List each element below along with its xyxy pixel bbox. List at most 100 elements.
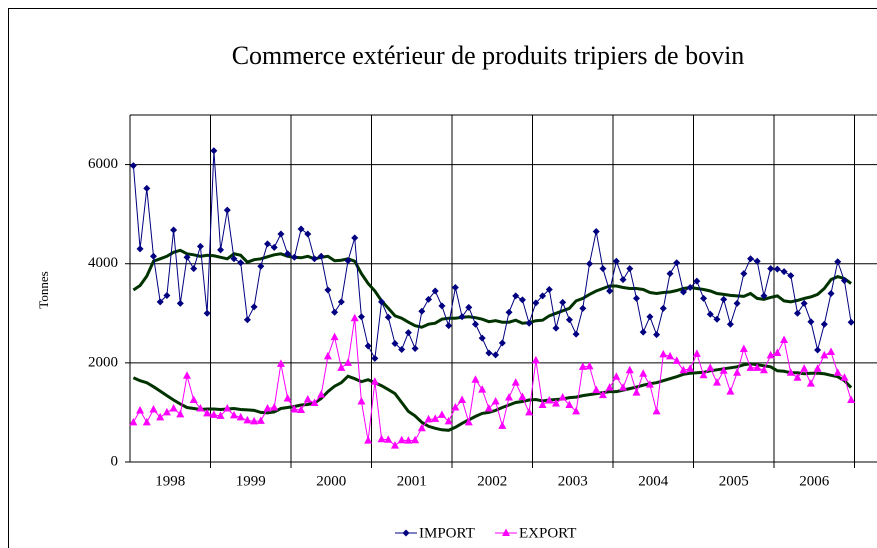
x-tick-label: 2006	[799, 473, 830, 489]
data-point	[203, 408, 212, 417]
data-point	[706, 363, 715, 371]
data-point	[679, 288, 687, 296]
data-point	[565, 400, 574, 408]
data-point	[720, 295, 728, 303]
data-point	[445, 322, 453, 330]
data-point	[814, 346, 822, 354]
data-point	[693, 277, 701, 285]
data-point	[646, 313, 654, 321]
data-point	[331, 308, 339, 316]
data-point	[840, 373, 849, 381]
data-point	[780, 268, 788, 276]
data-point	[217, 246, 225, 254]
data-point	[586, 260, 594, 268]
data-point	[284, 250, 292, 258]
data-point	[142, 417, 151, 426]
x-tick-label: 1999	[236, 473, 266, 489]
data-point	[700, 294, 708, 302]
data-point	[397, 435, 406, 444]
data-point	[719, 366, 728, 374]
x-tick-label: 2005	[719, 473, 749, 489]
data-point	[190, 265, 198, 273]
data-point	[458, 395, 467, 404]
data-point	[827, 347, 836, 355]
data-point	[478, 385, 487, 393]
data-point	[149, 252, 157, 260]
data-point	[692, 349, 701, 357]
data-point	[377, 434, 386, 443]
data-point	[337, 298, 345, 306]
data-point	[129, 162, 137, 170]
data-point	[370, 377, 379, 385]
data-point	[404, 436, 413, 444]
data-point	[364, 436, 373, 444]
data-point	[806, 379, 815, 387]
data-point	[512, 292, 520, 300]
data-point	[310, 398, 319, 407]
data-point	[827, 289, 835, 297]
data-point	[237, 259, 245, 267]
data-point	[773, 265, 781, 273]
data-point	[531, 355, 540, 364]
data-point	[236, 412, 245, 421]
data-point	[605, 383, 614, 391]
data-point	[317, 390, 326, 398]
data-point	[229, 410, 238, 419]
data-point	[418, 307, 426, 315]
data-point	[384, 435, 393, 443]
data-point	[847, 318, 855, 326]
data-point	[203, 309, 211, 317]
data-point	[740, 270, 748, 278]
data-point	[143, 184, 151, 192]
data-point	[820, 320, 828, 328]
data-point	[773, 348, 782, 356]
data-point	[612, 372, 621, 380]
data-point	[390, 441, 399, 449]
data-point	[162, 407, 171, 416]
data-point	[210, 147, 218, 155]
data-point	[746, 363, 755, 371]
data-point	[136, 245, 144, 253]
data-point	[834, 258, 842, 266]
data-point	[498, 421, 507, 429]
data-point	[672, 356, 681, 364]
data-point	[371, 354, 379, 362]
data-point	[223, 206, 231, 214]
data-point	[645, 380, 654, 388]
markers	[129, 313, 856, 449]
data-point	[402, 529, 410, 537]
data-point	[183, 253, 191, 261]
data-point	[753, 257, 761, 265]
data-point	[753, 363, 762, 371]
data-point	[223, 403, 232, 412]
data-point	[847, 395, 856, 404]
data-point	[303, 395, 312, 403]
data-point	[585, 361, 594, 370]
x-tick-label: 2001	[397, 473, 427, 489]
data-point	[250, 416, 259, 425]
data-point	[565, 316, 573, 324]
data-point	[324, 286, 332, 294]
data-point	[183, 371, 192, 379]
data-point	[652, 406, 661, 415]
data-point	[297, 405, 306, 413]
data-point	[780, 335, 789, 344]
data-point	[196, 403, 205, 412]
data-point	[733, 368, 742, 376]
data-point	[270, 402, 279, 411]
data-point	[545, 396, 554, 404]
data-point	[612, 257, 620, 265]
data-point	[793, 309, 801, 317]
data-point	[169, 403, 178, 412]
x-tick-label: 2002	[477, 473, 507, 489]
data-point	[330, 332, 339, 341]
trend-line	[132, 248, 852, 329]
y-tick-label: 6000	[88, 156, 118, 172]
data-point	[767, 265, 775, 273]
data-point	[706, 310, 714, 318]
data-point	[357, 313, 365, 321]
data-point	[350, 313, 359, 322]
data-point	[310, 255, 318, 263]
data-point	[511, 378, 520, 386]
data-point	[357, 397, 366, 405]
